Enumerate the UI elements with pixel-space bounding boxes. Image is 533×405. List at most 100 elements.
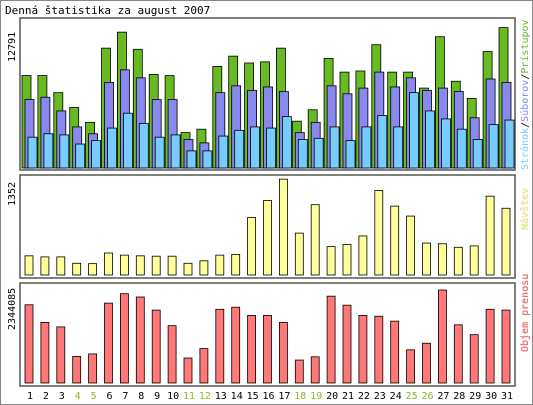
bar-visits [453, 246, 463, 276]
x-tick-label: 14 [231, 391, 243, 402]
bar-traffic [120, 293, 129, 384]
bar-pages [425, 110, 435, 169]
x-tick-label: 26 [421, 391, 433, 402]
x-tick-label: 21 [342, 391, 354, 402]
x-tick-label: 19 [310, 391, 322, 402]
bar-visits [374, 190, 384, 276]
legend-hits: Prístupov [519, 19, 531, 73]
bar-pages [440, 118, 451, 169]
x-tick-label: 15 [247, 391, 259, 402]
bar-traffic [24, 304, 34, 384]
bar-pages [154, 136, 165, 169]
bar-traffic [183, 357, 193, 384]
bar-pages [91, 140, 101, 169]
x-tick-label: 5 [91, 391, 97, 402]
bar-pages [218, 135, 229, 169]
bar-traffic [72, 355, 82, 384]
x-tick-label: 2 [43, 391, 49, 402]
x-tick-label: 9 [154, 391, 160, 402]
bar-visits [215, 254, 225, 276]
bar-visits [469, 245, 479, 276]
x-tick-label: 29 [469, 391, 481, 402]
x-tick-label: 31 [501, 391, 513, 402]
chart-title: Denná štatistika za august 2007 [5, 4, 210, 17]
x-tick-label: 7 [122, 391, 128, 402]
bar-pages [186, 150, 197, 169]
x-tick-label: 24 [390, 391, 402, 402]
legend-visits: Návštev [519, 188, 531, 230]
x-tick-label: 23 [374, 391, 386, 402]
bar-visits [310, 204, 320, 276]
bar-visits [422, 242, 431, 276]
bar-visits [501, 207, 511, 276]
legend-traffic: Objem prenosu [520, 274, 531, 352]
bar-pages [75, 143, 86, 169]
x-tick-label: 20 [326, 391, 338, 402]
bar-traffic [104, 302, 113, 384]
bar-traffic [278, 321, 288, 384]
bar-traffic [231, 306, 241, 384]
bar-traffic [40, 321, 50, 384]
bar-traffic [358, 315, 368, 384]
bar-visits [56, 256, 66, 276]
bar-pages [409, 92, 420, 169]
legend-pages: Stránok [519, 128, 531, 170]
bar-traffic [151, 309, 161, 384]
bar-traffic [135, 296, 145, 384]
x-tick-label: 13 [215, 391, 227, 402]
bar-pages [361, 126, 372, 169]
bar-pages [202, 150, 213, 169]
bar-visits [40, 256, 50, 276]
bar-pages [329, 126, 340, 169]
bar-visits [135, 255, 145, 276]
bars-visits [24, 178, 511, 276]
x-tick-label: 18 [294, 391, 306, 402]
x-tick-label: 17 [278, 391, 290, 402]
bar-traffic [310, 356, 320, 384]
x-axis-day-labels: 1 2 3 4 5 6 7 8 9 10 11 12 13 14 15 16 17 18 19 20 21 22 23 24 2… [27, 391, 513, 402]
bar-traffic [215, 308, 225, 384]
bar-pages [250, 126, 261, 169]
bar-visits [390, 205, 400, 276]
bar-traffic [390, 320, 400, 384]
bar-pages [377, 115, 388, 169]
x-tick-label: 12 [199, 391, 211, 402]
x-tick-label: 30 [485, 391, 497, 402]
bar-pages [393, 126, 404, 169]
bar-traffic [469, 334, 479, 384]
bar-traffic [342, 304, 352, 384]
bar-visits [199, 260, 209, 276]
x-tick-label: 25 [406, 391, 418, 402]
bar-pages [107, 127, 117, 169]
bar-visits [358, 235, 368, 276]
bar-visits [342, 244, 352, 276]
bar-pages [170, 134, 181, 169]
bar-traffic [88, 353, 97, 384]
x-tick-label: 8 [138, 391, 144, 402]
bar-traffic [199, 348, 209, 384]
x-tick-label: 11 [183, 391, 195, 402]
bar-visits [437, 243, 447, 276]
bar-pages [504, 119, 515, 169]
bar-visits [278, 178, 288, 276]
bar-pages [345, 140, 356, 169]
bar-pages [234, 129, 245, 169]
bar-traffic [437, 289, 447, 384]
bar-traffic [167, 325, 177, 384]
bar-traffic [374, 315, 384, 384]
bar-traffic [56, 326, 66, 384]
x-tick-label: 22 [358, 391, 370, 402]
bars-hits-files-pages [21, 27, 515, 169]
bar-visits [294, 232, 304, 276]
bar-visits [231, 254, 241, 276]
bar-visits [151, 255, 161, 276]
bar-pages [297, 139, 308, 169]
bar-traffic [326, 295, 336, 384]
bar-pages [27, 136, 38, 169]
bar-visits [167, 255, 177, 276]
bar-visits [104, 252, 113, 276]
legend-separator: / [520, 74, 531, 80]
x-tick-label: 1 [27, 391, 33, 402]
bar-pages [488, 124, 499, 169]
